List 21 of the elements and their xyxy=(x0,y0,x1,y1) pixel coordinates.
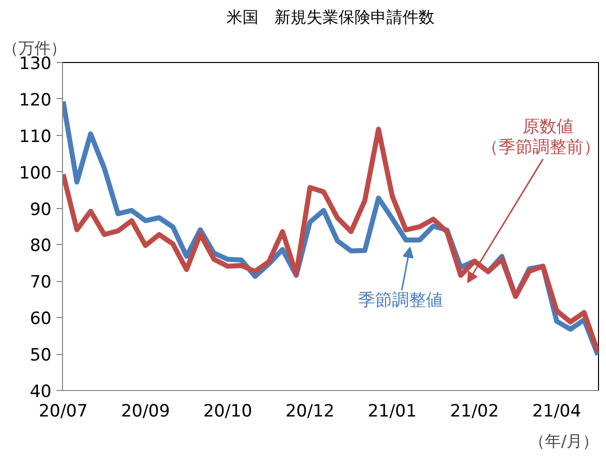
x-tick-label: 21/02 xyxy=(450,402,499,422)
x-tick-label: 21/04 xyxy=(532,402,582,422)
x-axis-title: （年/月） xyxy=(529,432,598,450)
y-tick-label: 60 xyxy=(30,309,52,330)
x-tick-label: 20/10 xyxy=(203,402,252,422)
x-tick-label: 20/12 xyxy=(285,402,334,422)
y-tick-label: 120 xyxy=(19,90,52,110)
y-tick-label: 100 xyxy=(19,163,52,184)
y-tick-label: 50 xyxy=(30,346,52,366)
text: 原数値（季節調整前） xyxy=(481,117,600,158)
x-tick-label: 20/09 xyxy=(120,402,170,422)
y-tick-label: 90 xyxy=(30,200,52,220)
y-tick-label: 70 xyxy=(30,272,52,293)
series-label: 季節調整値 xyxy=(358,290,443,310)
y-tick-label: 40 xyxy=(30,382,52,402)
y-tick-label: 80 xyxy=(30,236,52,256)
y-axis-title: （万件） xyxy=(2,38,66,58)
chart-title: 米国 新規失業保険申請件数 xyxy=(226,8,434,26)
y-tick-label: 110 xyxy=(19,126,52,147)
x-tick-label: 20/07 xyxy=(38,402,88,422)
x-tick-label: 21/01 xyxy=(368,402,417,422)
